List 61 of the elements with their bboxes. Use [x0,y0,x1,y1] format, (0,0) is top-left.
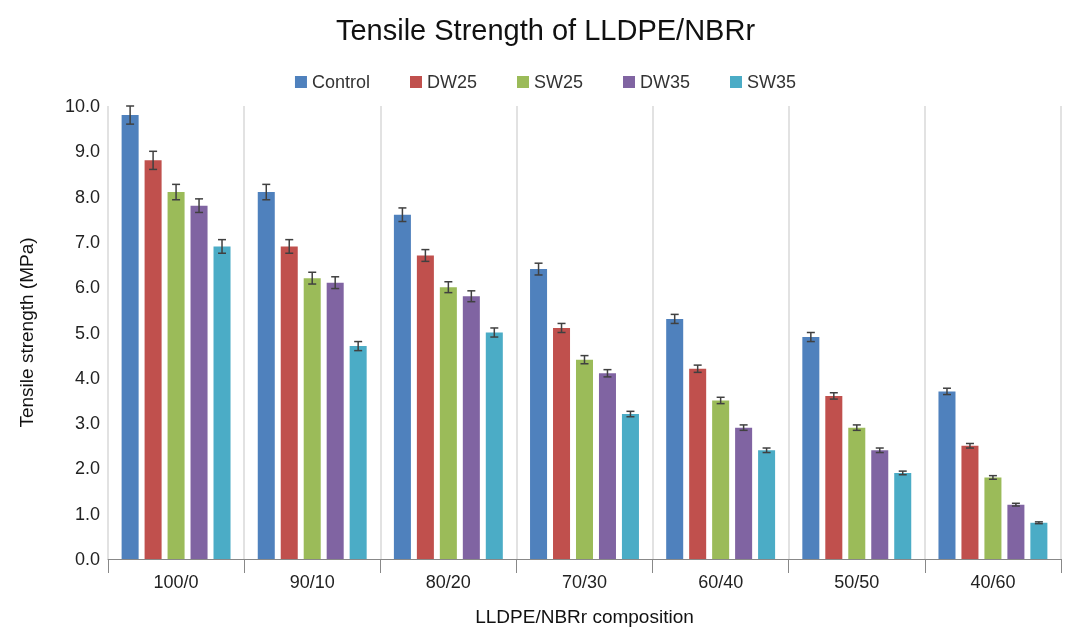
y-tick-label: 10.0 [64,96,100,116]
legend-label: Control [311,72,370,92]
x-axis-title: LLDPE/NBRr composition [475,606,694,627]
bar [894,472,912,559]
y-tick-label: 5.0 [74,322,100,343]
bar [961,445,979,559]
bar [848,427,866,559]
bar [326,282,344,559]
x-tick-label: 60/40 [698,572,744,592]
chart-title: Tensile Strength of LLDPE/NBRr [335,13,756,46]
x-tick-label: 90/10 [289,572,335,592]
legend-label: DW35 [640,72,691,92]
bar [167,192,185,559]
bar [735,427,753,559]
bar [462,296,480,559]
bar [553,327,571,559]
legend-label: DW25 [426,72,477,92]
bar [871,450,889,559]
bar [213,246,231,559]
legend-label: SW35 [747,72,797,92]
bar [485,332,503,559]
y-tick-label: 0.0 [74,549,100,569]
bar [1030,522,1048,559]
bar [416,255,434,559]
bar [439,287,457,559]
bar [257,192,275,559]
bar [530,269,548,559]
y-tick-label: 8.0 [74,186,100,207]
bar [938,391,956,559]
bar [121,115,139,559]
bar [825,395,843,559]
bar [621,414,639,559]
bar [666,318,684,559]
bar [393,214,411,559]
legend-label: SW25 [534,72,584,92]
y-tick-label: 9.0 [74,141,100,162]
bar [689,368,707,559]
bar [303,278,321,559]
bar [712,400,730,559]
y-tick-label: 3.0 [74,413,100,434]
x-tick-label: 50/50 [834,572,880,592]
bar [984,477,1002,559]
bar [190,205,208,559]
bar [1007,504,1025,559]
bar [598,373,616,559]
y-tick-label: 1.0 [74,503,100,524]
y-tick-label: 4.0 [74,367,100,388]
y-axis-title: Tensile strength (MPa) [16,237,37,428]
x-tick-label: 70/30 [561,572,608,592]
bar [758,450,776,559]
y-tick-label: 7.0 [74,231,100,252]
bar [144,160,162,559]
y-tick-label: 6.0 [74,277,100,298]
x-tick-label: 40/60 [970,572,1016,592]
bar [349,346,367,559]
bar [280,246,298,559]
bar [575,359,594,559]
y-tick-label: 2.0 [74,458,100,479]
bar [802,337,820,559]
x-tick-label: 80/20 [425,572,471,592]
x-tick-label: 100/0 [153,572,199,592]
